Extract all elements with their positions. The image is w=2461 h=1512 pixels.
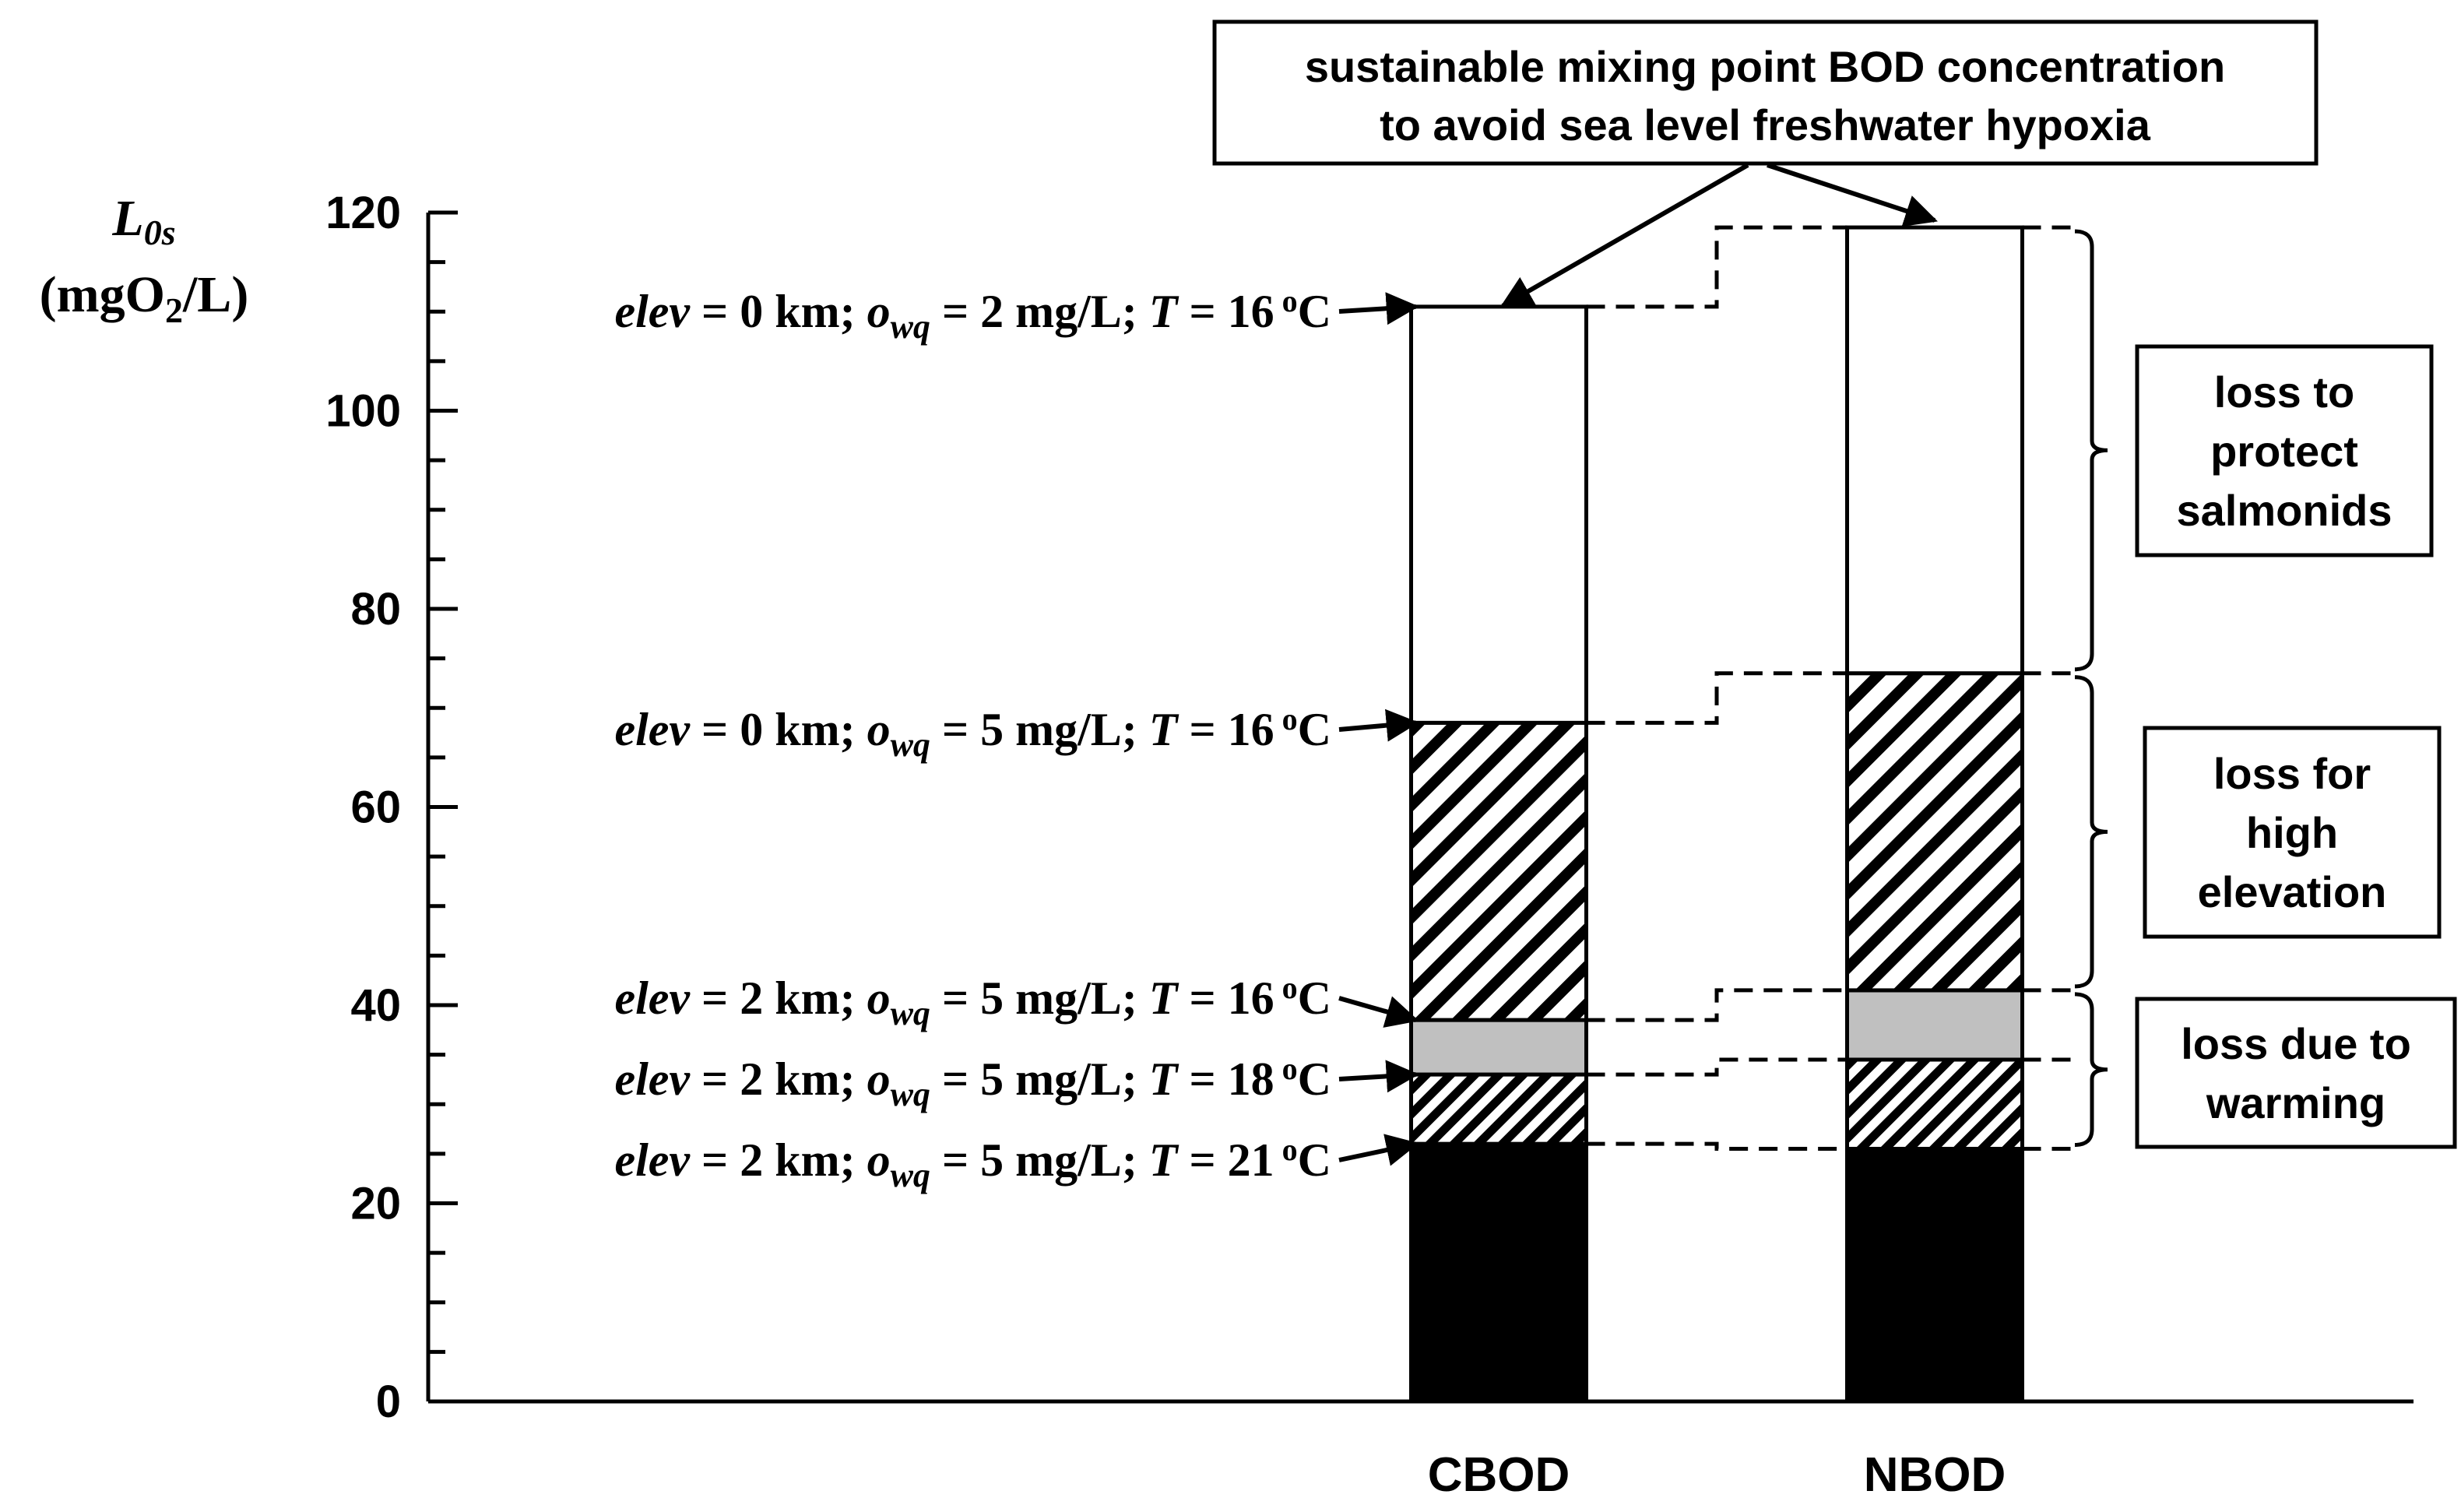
category-label-nbod: NBOD: [1864, 1448, 2006, 1502]
y-axis-unit: (mgO2/L): [40, 266, 249, 330]
annotation-text-1-2: elevation: [2198, 867, 2387, 916]
tick-label-80: 80: [350, 584, 401, 635]
connector-line-2: [1586, 988, 1848, 1022]
connector-line-1: [1586, 1057, 1848, 1077]
category-labels: CBOD NBOD: [1428, 1448, 2006, 1502]
condition-arrow-1: [1338, 709, 1419, 742]
connector-line-0: [1586, 1141, 1848, 1152]
tick-label-40: 40: [350, 980, 401, 1031]
bar-nbod: [1845, 225, 2024, 1404]
condition-arrow-0: [1338, 292, 1419, 325]
annotation-text-1-0: loss for: [2213, 749, 2371, 798]
y-axis: 0 20 40 60 80 100 120: [325, 188, 2414, 1427]
tick-label-0: 0: [376, 1377, 401, 1427]
annotation-text-2-0: loss due to: [2181, 1019, 2411, 1068]
tick-label-120: 120: [325, 188, 401, 238]
connector-line-3: [1586, 671, 1848, 725]
condition-label-0: elev = 0 km; owq = 2 mg/L; T = 16 oC: [614, 283, 1331, 346]
bar-segment-cbod-1: [1409, 1072, 1588, 1146]
connector-lines: [1586, 225, 2071, 1152]
bar-segment-cbod-4: [1409, 304, 1588, 725]
bar-segment-nbod-2: [1845, 988, 2024, 1062]
condition-labels: elev = 0 km; owq = 2 mg/L; T = 16 oC elev…: [614, 283, 1419, 1194]
category-label-cbod: CBOD: [1428, 1448, 1570, 1502]
condition-label-2: elev = 2 km; owq = 5 mg/L; T = 16 oC: [614, 970, 1331, 1032]
callout-box: [1212, 19, 2319, 166]
condition-arrow-4: [1338, 1134, 1419, 1166]
condition-arrow-3: [1338, 1060, 1419, 1093]
annotation-box-1: [2143, 726, 2442, 939]
bar-cbod: [1409, 304, 1588, 1404]
bracket-0: [2074, 229, 2108, 672]
bar-segment-nbod-0: [1845, 1147, 2024, 1404]
bar-segment-nbod-1: [1845, 1057, 2024, 1152]
bar-segment-nbod-3: [1845, 671, 2024, 993]
annotation-text-0-2: salmonids: [2177, 486, 2392, 535]
connector-line-4: [1586, 225, 1848, 309]
condition-label-4: elev = 2 km; owq = 5 mg/L; T = 21 oC: [614, 1132, 1331, 1194]
condition-arrow-2: [1338, 996, 1419, 1028]
bracket-1: [2074, 675, 2108, 989]
condition-label-1: elev = 0 km; owq = 5 mg/L; T = 16 oC: [614, 701, 1331, 764]
bars: [1409, 225, 2024, 1404]
bracket-2: [2074, 992, 2108, 1148]
annotation-box-0: [2135, 344, 2434, 557]
bar-segment-cbod-2: [1409, 1018, 1588, 1077]
annotation-text-2-1: warming: [2206, 1078, 2385, 1127]
tick-label-60: 60: [350, 782, 401, 833]
y-axis-symbol: L0s: [111, 190, 175, 252]
annotation-box-2: [2135, 997, 2457, 1149]
bar-segment-cbod-0: [1409, 1141, 1588, 1404]
annotation-text-0-1: protect: [2210, 427, 2358, 476]
callout-line-2: to avoid sea level freshwater hypoxia: [1380, 100, 2151, 149]
tick-label-20: 20: [350, 1179, 401, 1229]
bar-segment-cbod-3: [1409, 720, 1588, 1022]
callout-arrow-nbod: [1767, 163, 1938, 227]
bar-segment-nbod-4: [1845, 225, 2024, 676]
annotation-text-0-0: loss to: [2214, 367, 2354, 417]
bracket-annotations: loss to protect salmonids loss for high eleva…: [2074, 229, 2457, 1149]
annotation-text-1-1: high: [2246, 808, 2338, 857]
condition-label-3: elev = 2 km; owq = 5 mg/L; T = 18 oC: [614, 1051, 1331, 1113]
callout-arrow-cbod: [1499, 163, 1749, 308]
callout-line-1: sustainable mixing point BOD concentrati…: [1305, 42, 2225, 91]
tick-label-100: 100: [325, 386, 401, 437]
callout: sustainable mixing point BOD concentrati…: [1212, 19, 2319, 308]
